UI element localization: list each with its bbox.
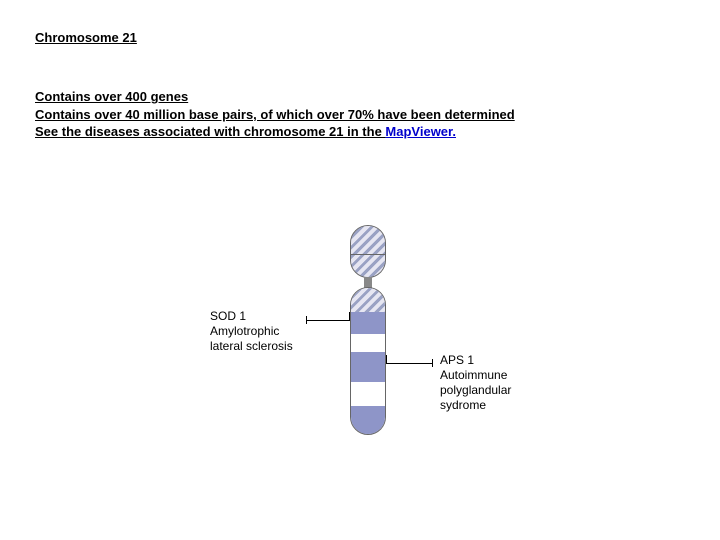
fact-basepairs: Contains over 40 million base pairs, of … <box>35 107 515 122</box>
sod1-gene: SOD 1 <box>210 309 246 323</box>
p-arm-bottom <box>350 254 386 278</box>
aps1-label: APS 1 Autoimmune polyglandular sydrome <box>440 353 550 413</box>
sod1-tick <box>349 312 350 320</box>
aps1-gene: APS 1 <box>440 353 474 367</box>
q-arm <box>350 287 386 435</box>
fact-genes: Contains over 400 genes <box>35 89 188 104</box>
p-arm-top <box>350 225 386 255</box>
facts-block: Contains over 400 genes Contains over 40… <box>35 88 555 141</box>
aps1-tick <box>386 355 387 363</box>
q-band-hatch <box>351 288 385 306</box>
q-band-3 <box>351 352 385 382</box>
sod1-label: SOD 1 Amylotrophic lateral sclerosis <box>210 309 305 354</box>
sod1-desc2: lateral sclerosis <box>210 339 293 353</box>
q-band-4 <box>351 406 385 435</box>
page-title: Chromosome 21 <box>35 30 137 45</box>
chromosome-ideogram <box>350 225 386 435</box>
sod1-lead <box>307 320 350 321</box>
sod1-tick-end <box>306 316 307 324</box>
aps1-desc1: Autoimmune <box>440 368 507 382</box>
aps1-desc2: polyglandular <box>440 383 511 397</box>
q-band-2 <box>351 312 385 334</box>
fact-diseases-prefix: See the diseases associated with chromos… <box>35 124 385 139</box>
aps1-tick-end <box>432 359 433 367</box>
mapviewer-link[interactable]: MapViewer. <box>385 124 456 139</box>
aps1-lead <box>386 363 432 364</box>
aps1-desc3: sydrome <box>440 398 486 412</box>
sod1-desc1: Amylotrophic <box>210 324 279 338</box>
chromosome-diagram: SOD 1 Amylotrophic lateral sclerosis APS… <box>0 215 720 485</box>
